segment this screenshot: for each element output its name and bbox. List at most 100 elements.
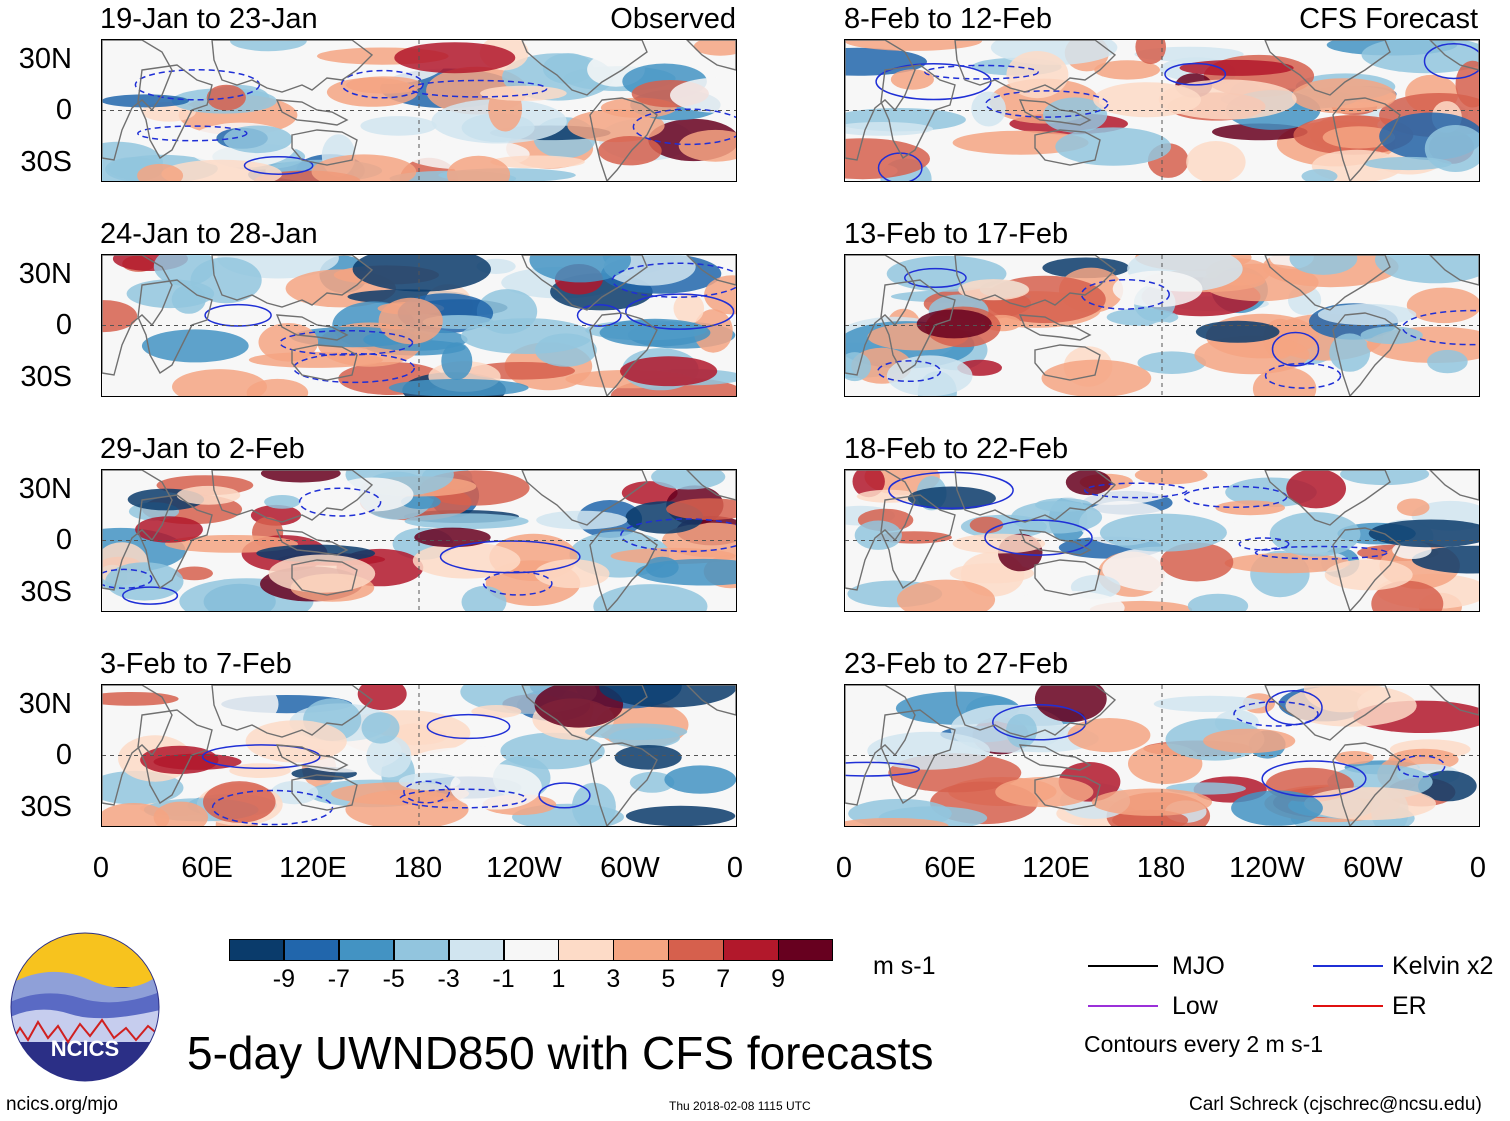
footer-url[interactable]: ncics.org/mjo <box>6 1094 118 1115</box>
colorbar-tick-label: 7 <box>716 965 731 993</box>
anomaly-blob <box>645 556 679 578</box>
anomaly-blob <box>1112 270 1203 308</box>
coastline <box>845 40 916 161</box>
coastline <box>1332 312 1401 396</box>
y-tick-label: 30S <box>20 791 72 823</box>
anomaly-blob <box>1091 788 1212 816</box>
coastline <box>954 40 1117 93</box>
colorbar-tick-label: 9 <box>771 965 786 993</box>
coastline <box>1034 774 1101 811</box>
coastline <box>880 64 956 160</box>
kelvin-contour <box>399 788 527 809</box>
x-tick-label: 0 <box>92 852 110 884</box>
legend-line-er <box>1313 1005 1383 1007</box>
coastline <box>1429 255 1479 286</box>
coastline <box>1429 685 1479 716</box>
kelvin-contour <box>1164 62 1227 86</box>
anomaly-blob <box>1269 512 1361 557</box>
kelvin-contour <box>985 90 1109 118</box>
panel-title: 13-Feb to 17-Feb <box>844 218 1069 250</box>
coastline <box>589 527 658 611</box>
y-tick-label: 30N <box>18 688 72 720</box>
uwnd-map <box>844 254 1480 397</box>
anomaly-blob <box>230 40 307 52</box>
anomaly-blob <box>1340 470 1430 486</box>
anomaly-blob <box>172 369 267 396</box>
anomaly-blob <box>205 685 279 729</box>
anomaly-blob <box>952 533 1046 554</box>
anomaly-blob <box>620 356 718 387</box>
anomaly-blob <box>1374 255 1479 284</box>
anomaly-blob <box>471 705 522 718</box>
anomaly-blob <box>1285 685 1417 727</box>
uwnd-map <box>844 39 1480 182</box>
anomaly-blob <box>153 753 242 770</box>
anomaly-blob <box>175 566 213 581</box>
coastline <box>1018 99 1092 126</box>
colorbar-tick-label: -5 <box>382 965 405 993</box>
anomaly-blob <box>952 130 1089 155</box>
coastline <box>211 470 374 523</box>
anomaly-blob <box>571 782 616 826</box>
coastline <box>880 709 956 805</box>
anomaly-blob <box>361 712 400 744</box>
anomaly-blob <box>102 803 170 826</box>
kelvin-contour <box>426 713 511 740</box>
anomaly-blob <box>666 498 736 520</box>
anomaly-blob <box>678 129 736 162</box>
colorbar-swatch <box>558 939 614 961</box>
kelvin-contour <box>201 744 321 770</box>
anomaly-blob <box>585 723 688 740</box>
coastline <box>521 470 648 526</box>
coastline <box>1264 40 1391 96</box>
anomaly-blob <box>1134 470 1208 485</box>
anomaly-blob <box>599 685 736 708</box>
anomaly-blob <box>664 765 736 794</box>
colorbar-swatch <box>723 939 779 961</box>
observed-label: Observed <box>610 3 736 35</box>
anomaly-blob <box>388 378 529 396</box>
y-tick-label: 30S <box>20 576 72 608</box>
coastline <box>954 255 1117 308</box>
anomaly-blob <box>1317 303 1417 326</box>
y-tick-label: 30S <box>20 146 72 178</box>
anomaly-blob <box>693 309 733 353</box>
coastline <box>1264 685 1391 741</box>
anomaly-blob <box>1135 40 1166 65</box>
coastline <box>1018 529 1092 556</box>
anomaly-blob <box>394 42 516 74</box>
anomaly-blob <box>490 155 585 169</box>
anomaly-blob <box>137 163 184 181</box>
anomaly-blob <box>1334 751 1374 765</box>
anomaly-blob <box>1291 78 1397 114</box>
uwnd-map <box>101 469 737 612</box>
legend-label-mjo: MJO <box>1172 952 1225 980</box>
contour-note: Contours every 2 m s-1 <box>1084 1031 1324 1057</box>
anomaly-blob <box>670 77 736 113</box>
coastline <box>845 470 916 591</box>
kelvin-contour <box>877 360 942 383</box>
anomaly-blob <box>461 318 593 354</box>
anomaly-blob <box>704 275 736 315</box>
kelvin-contour <box>984 519 1093 556</box>
anomaly-blob <box>995 776 1094 808</box>
x-tick-label: 120E <box>279 852 347 884</box>
y-tick-label: 0 <box>55 94 72 126</box>
anomaly-blob <box>102 300 138 333</box>
coastline <box>1429 40 1479 71</box>
anomaly-blob <box>1160 542 1234 582</box>
coastline <box>211 40 374 93</box>
anomaly-blob <box>856 489 921 503</box>
uwnd-map <box>101 254 737 397</box>
coastline <box>1034 129 1101 166</box>
coastline <box>880 494 956 590</box>
x-tick-label: 120E <box>1022 852 1090 884</box>
anomaly-blob <box>206 84 246 111</box>
anomaly-blob <box>446 155 511 181</box>
anomaly-blob <box>1034 685 1107 722</box>
panel-title: 29-Jan to 2-Feb <box>100 433 305 465</box>
anomaly-blob <box>331 477 414 512</box>
anomaly-blob <box>969 516 1004 534</box>
anomaly-blob <box>598 136 662 166</box>
anomaly-blob <box>176 485 241 505</box>
